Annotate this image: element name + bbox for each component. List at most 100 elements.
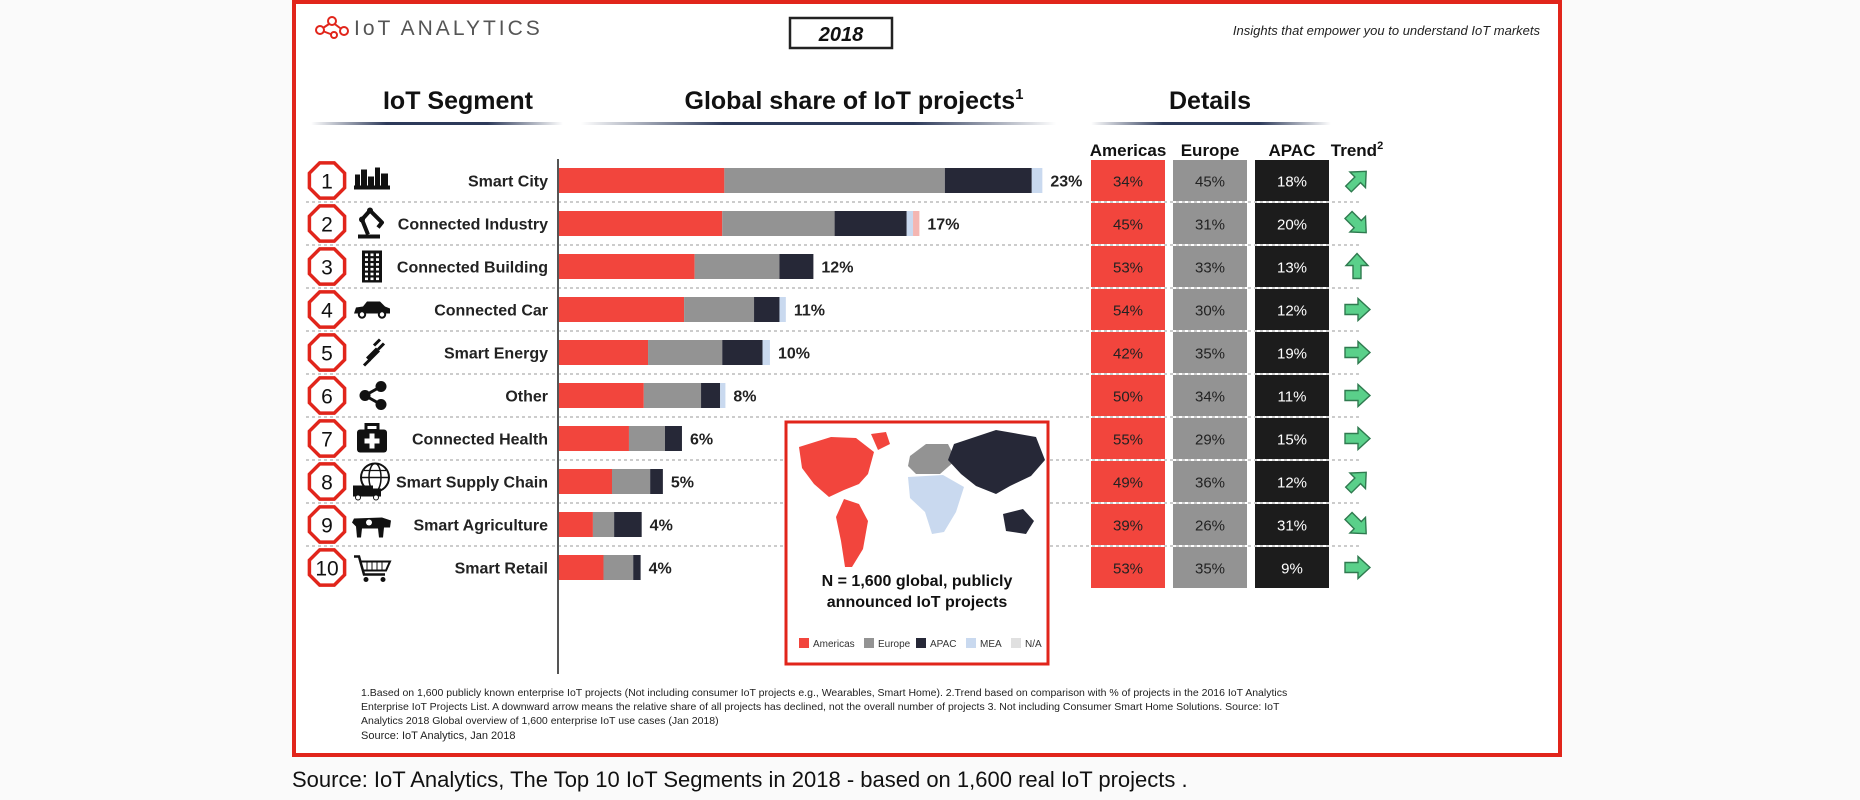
map-legend-swatch	[799, 638, 809, 648]
americas-share: 50%	[1113, 389, 1143, 406]
apac-cell	[1255, 203, 1329, 244]
trend-arrow-icon	[1344, 339, 1372, 366]
rank-badge	[307, 505, 347, 544]
map-legend-swatch	[1011, 638, 1021, 648]
europe-share: 31%	[1195, 217, 1225, 234]
bar-total-label: 17%	[927, 217, 959, 234]
americas-share: 55%	[1113, 432, 1143, 449]
bar-segment-europe	[612, 469, 651, 494]
segment-row: 2 Connected Industry 17% 45% 31% 20%	[306, 201, 1367, 244]
map-legend-item: Americas	[799, 638, 855, 650]
map-legend-swatch	[864, 638, 874, 648]
map-south-america	[836, 499, 868, 567]
bar-segment-apac	[944, 168, 1032, 193]
map-note-line1: N = 1,600 global, publicly	[822, 573, 1013, 590]
rank-badge	[307, 290, 347, 329]
europe-share: 34%	[1195, 389, 1225, 406]
map-inset: N = 1,600 global, publicly announced IoT…	[784, 420, 1050, 666]
europe-cell	[1173, 547, 1247, 588]
infographic-frame: IoT ANALYTICS 2018 Insights that empower…	[292, 0, 1562, 757]
rank-badge	[307, 247, 347, 286]
europe-cell	[1173, 418, 1247, 459]
logo-text: IoT ANALYTICS	[354, 17, 543, 40]
americas-cell	[1091, 461, 1165, 502]
bar-segment-apac	[614, 512, 642, 537]
image-caption: Source: IoT Analytics, The Top 10 IoT Se…	[292, 767, 1188, 792]
bar-segment-europe	[603, 555, 634, 580]
iot-segments-chart: IoT ANALYTICS 2018 Insights that empower…	[306, 16, 1541, 742]
map-legend-item: Europe	[864, 638, 911, 650]
rank-badge	[307, 376, 347, 415]
rank-badge	[307, 548, 347, 587]
apac-cell	[1255, 461, 1329, 502]
europe-cell	[1173, 461, 1247, 502]
trend-col-header: Trend2	[1331, 140, 1383, 160]
logo: IoT ANALYTICS	[315, 16, 543, 40]
bar-segment-americas	[559, 383, 644, 408]
bar-segment-apac	[701, 383, 721, 408]
map-legend-label: Europe	[878, 639, 911, 650]
apac-cell	[1255, 418, 1329, 459]
apac-cell	[1255, 160, 1329, 201]
apac-cell	[1255, 332, 1329, 373]
europe-col-header: Europe	[1181, 141, 1240, 160]
first-aid-kit-icon	[357, 423, 387, 453]
bar-segment-americas	[559, 426, 629, 451]
details-header-underline	[1091, 122, 1331, 125]
segment-label: Smart Agriculture	[413, 518, 548, 535]
bar-segment-apac	[665, 426, 682, 451]
bar-segment-americas	[559, 512, 593, 537]
americas-share: 34%	[1113, 174, 1143, 191]
robot-arm-icon	[358, 207, 384, 239]
apac-share: 18%	[1277, 174, 1307, 191]
car-icon	[354, 301, 390, 319]
rank-number: 9	[321, 515, 333, 538]
americas-cell	[1091, 246, 1165, 287]
trend-arrow-icon	[1344, 382, 1372, 409]
segment-label: Smart Retail	[455, 561, 548, 578]
bar-total-label: 11%	[794, 303, 825, 320]
segment-label: Other	[505, 389, 548, 406]
footnote-source: Source: IoT Analytics, Jan 2018	[361, 730, 516, 742]
americas-cell	[1091, 203, 1165, 244]
americas-share: 54%	[1113, 303, 1143, 320]
trend-arrow-icon	[1343, 210, 1367, 234]
segment-row: 6 Other 8% 50% 34% 11%	[306, 373, 1372, 416]
rank-badge	[307, 419, 347, 458]
apac-share: 9%	[1281, 561, 1303, 578]
apac-cell	[1255, 375, 1329, 416]
bar-segment-apac	[722, 340, 763, 365]
segment-label: Smart Supply Chain	[396, 475, 548, 492]
apac-share: 19%	[1277, 346, 1307, 363]
bar-segment-mea	[779, 297, 786, 322]
share-icon	[359, 381, 387, 410]
bar-segment-americas	[559, 555, 604, 580]
map-legend-swatch	[966, 638, 976, 648]
apac-share: 12%	[1277, 475, 1307, 492]
americas-share: 39%	[1113, 518, 1143, 535]
bar-segment-europe	[592, 512, 615, 537]
trend-arrow-icon	[1343, 511, 1367, 535]
bar-total-label: 4%	[649, 561, 672, 578]
bar-segment-mea	[720, 383, 726, 408]
map-legend-label: Americas	[813, 639, 855, 650]
europe-cell	[1173, 203, 1247, 244]
apac-share: 31%	[1277, 518, 1307, 535]
apac-col-header: APAC	[1269, 141, 1316, 160]
americas-cell	[1091, 332, 1165, 373]
americas-cell	[1091, 547, 1165, 588]
rank-number: 6	[321, 386, 333, 409]
bar-total-label: 4%	[650, 518, 673, 535]
americas-col-header: Americas	[1090, 141, 1167, 160]
footnote-line3: Analytics 2018 Global overview of 1,600 …	[361, 715, 719, 727]
bar-segment-apac	[633, 555, 641, 580]
segment-label: Connected Building	[397, 260, 548, 277]
tagline: Insights that empower you to understand …	[1233, 23, 1541, 38]
map-legend-label: APAC	[930, 639, 957, 650]
bar-segment-americas	[559, 168, 725, 193]
americas-share: 49%	[1113, 475, 1143, 492]
europe-cell	[1173, 246, 1247, 287]
segment-header: IoT Segment	[383, 87, 534, 115]
map-legend-swatch	[916, 638, 926, 648]
bar-segment-apac	[754, 297, 780, 322]
